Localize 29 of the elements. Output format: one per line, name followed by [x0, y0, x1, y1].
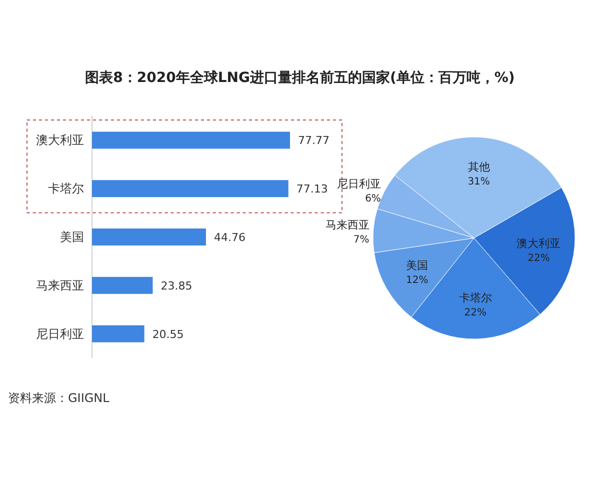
- data-label: 77.13: [296, 182, 328, 196]
- data-label: 22%: [528, 252, 550, 264]
- y-tick-label: 澳大利亚: [36, 133, 84, 148]
- bar: [92, 180, 288, 198]
- slice-label: 马来西亚: [325, 218, 370, 232]
- slice-label: 澳大利亚: [516, 236, 561, 250]
- slice-label: 美国: [406, 258, 428, 272]
- data-label: 44.76: [214, 231, 246, 244]
- data-label: 6%: [365, 193, 381, 204]
- bar: [92, 228, 206, 246]
- y-tick-label: 美国: [60, 230, 84, 244]
- data-label: 7%: [353, 234, 370, 246]
- data-label: 22%: [464, 308, 486, 319]
- slice-label: 尼日利亚: [336, 177, 381, 190]
- data-label: 12%: [406, 274, 428, 286]
- y-tick-label: 尼日利亚: [36, 326, 84, 341]
- y-tick-label: 马来西亚: [36, 278, 84, 292]
- data-label: 23.85: [160, 279, 192, 292]
- data-label: 77.77: [298, 134, 330, 148]
- slice-label: 其他: [468, 160, 490, 174]
- data-label: 20.55: [152, 328, 184, 341]
- slice-label: 卡塔尔: [458, 292, 492, 305]
- bar: [92, 325, 144, 342]
- chart-title: 图表8：2020年全球LNG进口量排名前五的国家(单位：百万吨，%): [85, 69, 515, 86]
- bar: [92, 132, 290, 149]
- data-label: 31%: [468, 176, 490, 188]
- text: 资料来源：GIIGNL: [8, 391, 110, 405]
- bar: [92, 276, 153, 294]
- y-tick-label: 卡塔尔: [48, 182, 84, 196]
